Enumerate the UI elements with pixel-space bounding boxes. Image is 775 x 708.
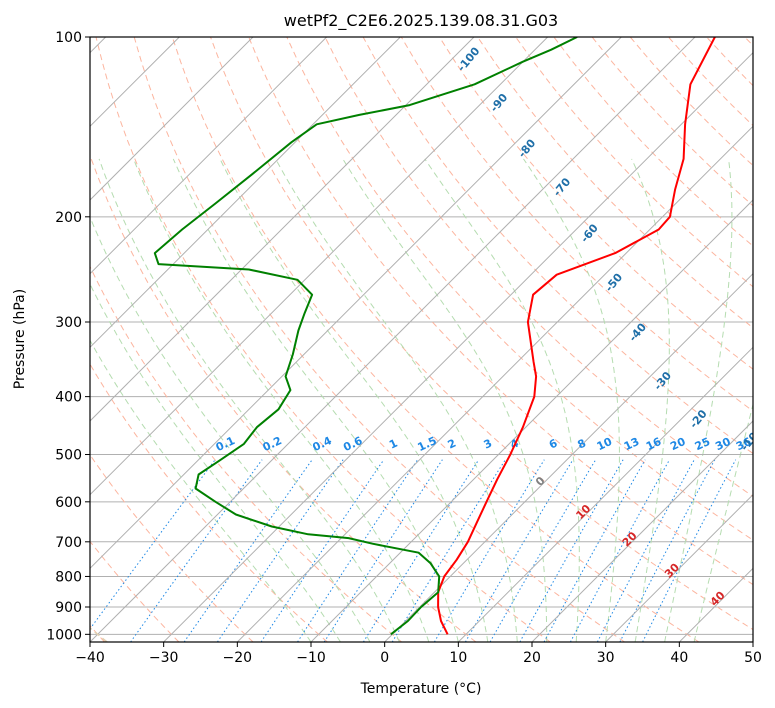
mixing-ratio-line xyxy=(642,459,737,642)
dewpoint-profile-line xyxy=(153,37,578,636)
moist-adiabat-line xyxy=(275,158,518,642)
dry-adiabat-line xyxy=(210,37,753,631)
mixing-ratio-line xyxy=(619,459,716,642)
mixing-ratio-label: 30 xyxy=(713,435,733,453)
x-axis-label: Temperature (°C) xyxy=(360,681,482,697)
y-tick-label: 1000 xyxy=(46,627,82,643)
y-tick-label: 300 xyxy=(55,315,82,331)
moist-adiabat-line xyxy=(523,158,620,642)
dry-adiabat-line xyxy=(90,363,328,642)
isotherm-line xyxy=(90,37,549,496)
moist-adiabat-line xyxy=(342,158,548,642)
isotherm-line xyxy=(236,125,753,642)
dry-adiabats xyxy=(90,37,753,642)
x-tick-label: 50 xyxy=(744,650,762,666)
mixing-ratio-label: 16 xyxy=(644,435,664,453)
mixing-ratio-line xyxy=(596,459,695,642)
x-tick-label: −30 xyxy=(149,650,179,666)
y-axis-label: Pressure (hPa) xyxy=(12,289,28,389)
line-labels: 0.1 0.2 0.4 0.6 1 1.5 2 3 4 6 8 10 13 16 20 25 30 3601020… xyxy=(214,44,754,608)
mixing-ratio-label: 20 xyxy=(668,435,688,453)
mixing-ratio-line xyxy=(130,459,263,642)
x-tick-label: 30 xyxy=(597,650,615,666)
y-tick-label: 800 xyxy=(55,569,82,585)
dry-adiabat-line xyxy=(90,265,403,642)
mixing-ratio-line xyxy=(323,459,443,642)
mixing-ratio-label: 25 xyxy=(693,435,712,453)
moist-adiabat-line xyxy=(90,282,341,642)
x-tick-label: −10 xyxy=(296,650,326,666)
mixing-ratio-line xyxy=(362,459,480,642)
dry-adiabat-line xyxy=(400,37,753,412)
temperature-profile-line xyxy=(437,37,716,635)
mixing-ratio-label: 36 xyxy=(734,435,754,453)
y-tick-label: 700 xyxy=(55,535,82,551)
x-tick-label: −40 xyxy=(75,650,105,666)
moist-adiabat-line xyxy=(90,215,371,642)
isotherm-line xyxy=(90,37,696,642)
x-tick-label: −20 xyxy=(223,650,253,666)
dry-adiabat-line xyxy=(286,37,753,541)
dry-adiabat-line xyxy=(477,37,753,329)
y-axis: 100 200 300 400 500 600 700 800 900 1000 xyxy=(46,30,90,643)
dry-adiabat-line xyxy=(438,37,753,370)
mixing-ratio-lines xyxy=(90,454,753,642)
y-tick-label: 900 xyxy=(55,600,82,616)
moist-adiabat-line xyxy=(219,158,489,642)
isotherm-line xyxy=(531,420,753,642)
dry-adiabat-line xyxy=(515,37,753,288)
x-axis: −40 −30 −20 −10 0 10 20 30 40 50 xyxy=(75,642,762,666)
dry-adiabat-line xyxy=(324,37,753,498)
dry-adiabat-line xyxy=(133,37,625,642)
moist-adiabat-line xyxy=(693,402,753,642)
dry-adiabat-line xyxy=(248,37,753,586)
y-tick-label: 500 xyxy=(55,448,82,464)
plot-frame xyxy=(89,36,754,643)
mixing-ratio-line xyxy=(464,459,574,642)
x-tick-label: 40 xyxy=(670,650,688,666)
isotherm-line xyxy=(310,199,753,642)
mixing-ratio-line xyxy=(433,459,545,642)
isotherm-gridlines xyxy=(90,37,753,642)
isotherm-line xyxy=(605,493,753,642)
isotherm-line xyxy=(163,51,753,642)
isotherm-line xyxy=(90,37,622,570)
dry-adiabat-line xyxy=(362,37,753,455)
moist-adiabat-line xyxy=(98,158,400,642)
mixing-ratio-line xyxy=(297,459,419,642)
y-tick-label: 100 xyxy=(55,30,82,46)
y-tick-label: 400 xyxy=(55,390,82,406)
mixing-ratio-label: 10 xyxy=(595,435,615,453)
mixing-ratio-label: 13 xyxy=(622,435,641,453)
moist-adiabat-line xyxy=(90,339,312,642)
isotherm-line xyxy=(90,37,401,349)
mixing-ratio-line xyxy=(90,459,216,630)
mixing-ratio-line xyxy=(183,459,313,642)
x-tick-label: 10 xyxy=(449,650,467,666)
isotherm-line xyxy=(457,346,753,642)
chart-title: wetPf2_C2E6.2025.139.08.31.G03 xyxy=(284,11,558,31)
mixing-ratio-line xyxy=(569,459,670,642)
isotherm-line xyxy=(90,37,254,201)
moist-adiabat-line xyxy=(424,158,580,642)
y-tick-label: 200 xyxy=(55,210,82,226)
isotherm-line xyxy=(90,37,328,275)
isotherm-line xyxy=(384,272,753,642)
moist-adiabat-line xyxy=(631,158,670,642)
x-tick-label: 20 xyxy=(523,650,541,666)
moist-adiabat-line xyxy=(133,158,430,642)
dry-adiabat-line xyxy=(95,37,551,642)
moist-adiabat-line xyxy=(172,158,459,642)
dry-adiabat-line xyxy=(90,453,254,642)
plot-area: 0.1 0.2 0.4 0.6 1 1.5 2 3 4 6 8 10 13 16 20 25 30 3601020… xyxy=(90,37,754,642)
isotherm-line xyxy=(90,37,475,422)
sounding-profiles xyxy=(153,37,716,636)
y-tick-label: 600 xyxy=(55,495,82,511)
moist-adiabats xyxy=(90,158,753,642)
mixing-ratio-line xyxy=(391,459,506,642)
x-tick-label: 0 xyxy=(380,650,389,666)
